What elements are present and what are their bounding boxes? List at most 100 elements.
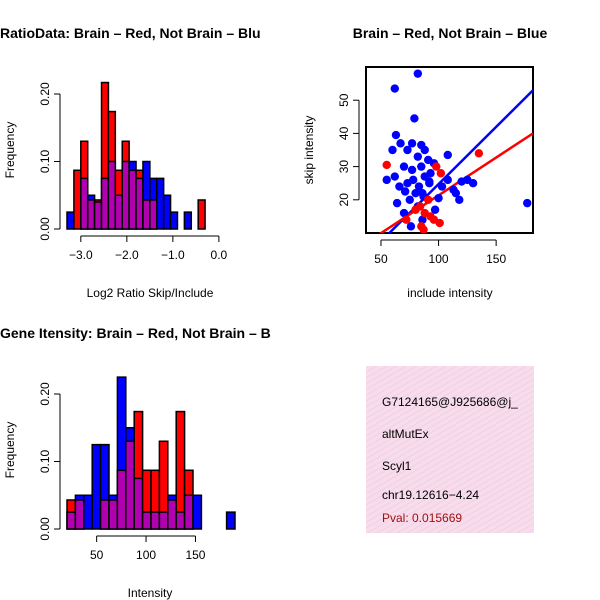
not-brain-point [399, 162, 409, 171]
overlap-bar [121, 160, 130, 230]
overlap-bar [80, 177, 89, 230]
not-brain-point [455, 195, 464, 204]
not-brain-point [451, 188, 461, 198]
overlap-bar [116, 469, 127, 530]
brain-point [411, 205, 420, 214]
ratio-histogram-axes: −3.0 −2.0 −1.0 0.0 0.00 0.10 0.20 [38, 82, 228, 262]
intensity-histogram-panel: Gene Itensity: Brain – Red, Not Brain – … [0, 325, 271, 600]
ratio-histogram-bars [66, 81, 206, 230]
overlap-bar [114, 194, 123, 230]
brain-point [402, 215, 411, 224]
x-tick-label: −3.0 [69, 248, 93, 262]
x-tick-label: 150 [185, 548, 205, 562]
not-brain-bar [156, 177, 165, 230]
x-tick-label: 150 [486, 252, 506, 266]
overlap-bar [100, 177, 110, 230]
ratio-histogram-xlabel: Log2 Ratio Skip/Include [87, 286, 214, 300]
brain-point [426, 212, 435, 221]
intensity-scatter-panel: Brain – Red, Not Brain – Blue include in… [302, 25, 547, 300]
scatter-xlabel: include intensity [407, 286, 492, 300]
scatter-plot-box [365, 66, 534, 234]
brain-point [419, 225, 428, 233]
not-brain-point [437, 182, 447, 191]
overlap-bar [142, 199, 151, 230]
overlap-bar [149, 199, 158, 230]
not-brain-point [418, 188, 427, 198]
overlap-bar [135, 177, 144, 230]
not-brain-point [388, 145, 397, 155]
gene-name: Scyl1 [382, 459, 412, 473]
y-tick-label: 0.10 [38, 149, 52, 173]
brain-point [474, 149, 484, 158]
brain-point [436, 169, 446, 178]
not-brain-point [400, 187, 410, 196]
intensity-histogram-xlabel: Intensity [128, 586, 173, 600]
overlap-bar [107, 160, 117, 230]
p-value: Pval: 0.015669 [382, 511, 462, 525]
not-brain-point [411, 188, 420, 198]
scatter-points [382, 69, 532, 233]
not-brain-point [390, 84, 399, 93]
intensity-histogram-title: Gene Itensity: Brain – Red, Not Brain – … [0, 325, 271, 341]
not-brain-point [443, 175, 452, 185]
brain-point [432, 162, 441, 171]
not-brain-bar [91, 443, 102, 530]
event-info-panel: G7124165@J925686@j_ altMutEx Scyl1 chr19… [366, 366, 534, 533]
brain-point [435, 218, 444, 228]
overlap-bar [128, 169, 137, 230]
not-brain-point [413, 152, 423, 161]
not-brain-point [430, 205, 440, 214]
overlap-bar [175, 511, 186, 530]
not-brain-bar [225, 511, 236, 530]
not-brain-point [414, 182, 424, 191]
scatter-fit-lines [378, 89, 533, 233]
intensity-histogram-axes: 50 100 150 0.00 0.10 0.20 [38, 382, 206, 562]
brain-fit-line [378, 132, 533, 233]
not-brain-point [399, 208, 409, 218]
x-tick-label: 0.0 [211, 248, 228, 262]
not-brain-point [391, 130, 401, 140]
not-brain-point [463, 175, 472, 185]
y-tick-label: 0.00 [38, 517, 52, 541]
x-tick-label: 50 [90, 548, 104, 562]
overlap-bar [125, 440, 135, 530]
not-brain-bar [162, 194, 172, 230]
brain-bar [73, 169, 82, 230]
info-box-background [366, 366, 534, 533]
y-tick-label: 20 [337, 193, 351, 207]
overlap-bar [167, 499, 177, 530]
overlap-bar [183, 494, 194, 530]
not-brain-bar [192, 494, 203, 530]
not-brain-point [418, 215, 427, 224]
brain-bar [197, 199, 206, 230]
genomic-location: chr19.12616−4.24 [382, 488, 479, 502]
event-type: altMutEx [382, 427, 429, 441]
overlap-bar [99, 499, 110, 530]
brain-point [423, 195, 433, 204]
event-id: G7124165@J925686@j_ [382, 395, 518, 409]
y-tick-label: 0.20 [38, 382, 52, 406]
not-brain-bar [169, 211, 179, 230]
overlap-bar [150, 511, 161, 530]
overlap-bar [141, 511, 152, 530]
overlap-bar [86, 199, 96, 230]
not-brain-point [425, 179, 434, 188]
not-brain-point [443, 150, 452, 160]
not-brain-point [403, 179, 412, 188]
ratio-histogram-panel: RatioData: Brain – Red, Not Brain – Blu … [0, 25, 261, 300]
scatter-title: Brain – Red, Not Brain – Blue [353, 25, 548, 41]
not-brain-point [523, 198, 532, 208]
not-brain-bar [183, 211, 193, 230]
x-tick-label: 100 [136, 548, 156, 562]
ratio-histogram-title: RatioData: Brain – Red, Not Brain – Blu [0, 25, 261, 41]
intensity-histogram-ylabel: Frequency [3, 422, 17, 479]
not-brain-point [434, 193, 443, 203]
not-brain-bar [66, 211, 75, 230]
not-brain-point [390, 172, 399, 181]
y-tick-label: 50 [337, 93, 351, 107]
overlap-bar [133, 477, 144, 530]
y-tick-label: 0.20 [38, 82, 52, 106]
y-tick-label: 40 [337, 126, 351, 140]
overlap-bar [158, 511, 169, 530]
